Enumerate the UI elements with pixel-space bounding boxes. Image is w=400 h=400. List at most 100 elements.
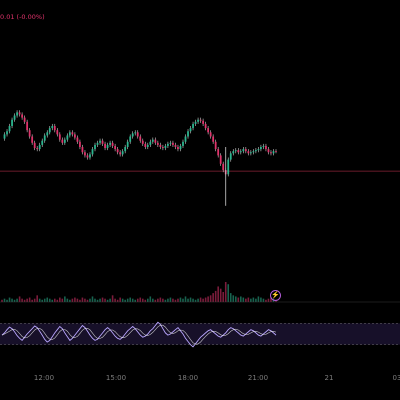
candle-body xyxy=(159,144,162,147)
volume-bar xyxy=(199,297,202,302)
candle-body xyxy=(275,151,277,152)
candle-body xyxy=(31,136,34,143)
candle-body xyxy=(244,149,247,152)
candle-body xyxy=(73,134,76,138)
volume-bar xyxy=(146,298,149,302)
candle-body xyxy=(41,140,44,145)
event-marker-button[interactable]: ⚡ xyxy=(270,290,281,301)
volume-bar xyxy=(31,299,33,302)
volume-bar xyxy=(212,293,214,302)
candle-body xyxy=(68,132,71,136)
volume-bar xyxy=(139,297,142,302)
volume-bar xyxy=(214,290,217,302)
volume-bar xyxy=(16,298,18,302)
volume-bar xyxy=(38,298,41,302)
candle-body xyxy=(99,140,101,143)
candle-body xyxy=(131,133,134,137)
volume-bar xyxy=(41,299,44,302)
candle-body xyxy=(43,135,46,141)
volume-bar xyxy=(111,295,114,302)
candle-body xyxy=(91,149,94,155)
candle-body xyxy=(8,126,11,132)
candle-body xyxy=(267,149,270,153)
time-axis-label: 21:00 xyxy=(247,374,269,382)
volume-bar xyxy=(81,297,84,302)
candle-body xyxy=(222,163,225,171)
candle-body xyxy=(209,132,212,137)
candle-body xyxy=(146,144,149,147)
volume-bar xyxy=(1,299,3,302)
candle-body xyxy=(177,147,179,150)
volume-bar xyxy=(46,297,49,302)
candle-body xyxy=(66,135,69,140)
volume-bar xyxy=(6,299,8,302)
candle-body xyxy=(114,145,117,150)
volume-bar xyxy=(59,297,61,302)
candle-body xyxy=(36,148,39,150)
candle-body xyxy=(48,128,51,133)
candle-body xyxy=(239,151,242,153)
volume-bar xyxy=(152,298,154,302)
time-axis[interactable]: 12:00 15:00 18:00 21:00 21 03 xyxy=(0,370,400,400)
candle-body xyxy=(13,115,16,120)
volume-bar xyxy=(189,297,192,302)
candle-body xyxy=(182,141,184,146)
volume-bar xyxy=(106,299,109,302)
volume-bar xyxy=(71,298,74,302)
candle-body xyxy=(167,143,169,146)
volume-bar xyxy=(162,298,164,302)
candle-body xyxy=(89,154,91,158)
volume-bar xyxy=(3,298,6,302)
volume-bar xyxy=(182,298,184,302)
volume-bar xyxy=(149,296,152,302)
volume-bar xyxy=(167,298,169,302)
candle-body xyxy=(172,142,174,145)
candle-body xyxy=(6,131,8,135)
time-axis-label: 03 xyxy=(392,374,400,382)
candle-body xyxy=(212,136,215,142)
volume-bar xyxy=(131,298,134,302)
candle-body xyxy=(144,143,147,147)
volume-bar xyxy=(252,297,255,302)
candle-body xyxy=(56,130,59,135)
candle-body xyxy=(164,145,167,149)
volume-bar xyxy=(124,299,126,302)
volume-bar xyxy=(245,298,247,302)
candle-body xyxy=(237,150,240,153)
candle-body xyxy=(53,126,56,131)
rsi-line xyxy=(1,321,277,348)
candle-body xyxy=(63,139,66,143)
volume-bar xyxy=(227,284,230,302)
volume-bar xyxy=(144,299,147,302)
volume-bar xyxy=(204,297,207,302)
candle-body xyxy=(219,155,222,164)
candle-body xyxy=(179,145,182,150)
volume-bar xyxy=(177,298,179,302)
candle-body xyxy=(84,152,86,156)
candle-body xyxy=(26,121,29,131)
candle-body xyxy=(116,149,119,153)
volume-bar xyxy=(121,298,124,302)
candle-body xyxy=(254,150,257,152)
volume-bar xyxy=(141,298,144,302)
time-axis-label: 15:00 xyxy=(105,374,127,382)
candle-body xyxy=(79,141,81,147)
volume-bar xyxy=(136,298,139,302)
candle-body xyxy=(174,144,177,147)
candle-body xyxy=(151,139,154,142)
candle-body xyxy=(232,151,235,154)
volume-bar xyxy=(61,298,64,302)
candle-body xyxy=(141,140,144,144)
volume-bar xyxy=(86,299,89,302)
volume-bar xyxy=(154,299,157,302)
volume-bar xyxy=(232,295,235,302)
candle-body xyxy=(139,136,142,141)
volume-bar xyxy=(129,297,132,302)
candle-body xyxy=(184,136,187,142)
volume-bar xyxy=(21,298,23,302)
candle-body xyxy=(207,128,210,133)
volume-bar xyxy=(257,296,260,302)
volume-bar xyxy=(89,298,91,302)
